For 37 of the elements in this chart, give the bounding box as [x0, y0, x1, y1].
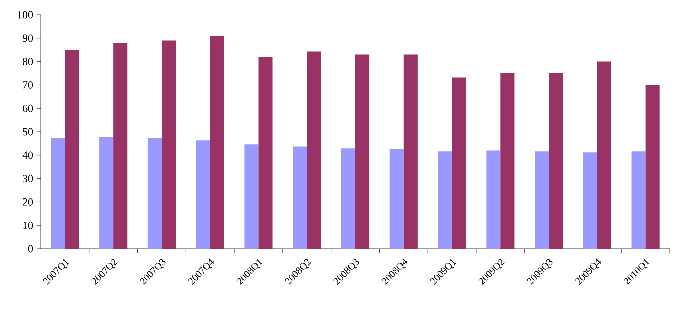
bar — [583, 152, 598, 249]
y-tick-label: 10 — [23, 222, 34, 230]
y-tick-label: 60 — [22, 104, 34, 112]
bar — [258, 57, 273, 249]
bar — [597, 62, 612, 249]
bar — [632, 152, 646, 249]
y-tick-label: 50 — [23, 128, 34, 136]
y-tick-label: 70 — [23, 82, 34, 89]
y-tick-label: 0 — [28, 245, 34, 253]
bar — [148, 138, 162, 249]
bar — [65, 50, 80, 249]
bar — [535, 152, 550, 249]
y-tick-label: 20 — [23, 198, 34, 206]
bar — [293, 146, 308, 249]
bar — [307, 52, 322, 249]
bar — [404, 54, 418, 249]
bar — [244, 144, 259, 249]
bar — [196, 140, 210, 249]
bar — [486, 150, 501, 249]
y-tick-label: 100 — [18, 11, 34, 19]
y-tick-label: 40 — [22, 152, 34, 160]
bar — [210, 36, 224, 249]
bar — [500, 74, 515, 249]
bar — [646, 85, 660, 249]
bar — [51, 138, 66, 249]
bar — [341, 148, 356, 249]
y-tick-label: 30 — [23, 175, 34, 182]
bar — [114, 43, 128, 249]
y-tick-label: 90 — [22, 34, 34, 42]
bar — [438, 152, 452, 249]
bar — [162, 40, 176, 249]
bar — [100, 137, 114, 249]
y-tick-label: 80 — [22, 58, 34, 66]
bar — [390, 150, 404, 249]
bar — [356, 54, 370, 249]
bar — [549, 74, 564, 249]
bar — [452, 78, 466, 249]
